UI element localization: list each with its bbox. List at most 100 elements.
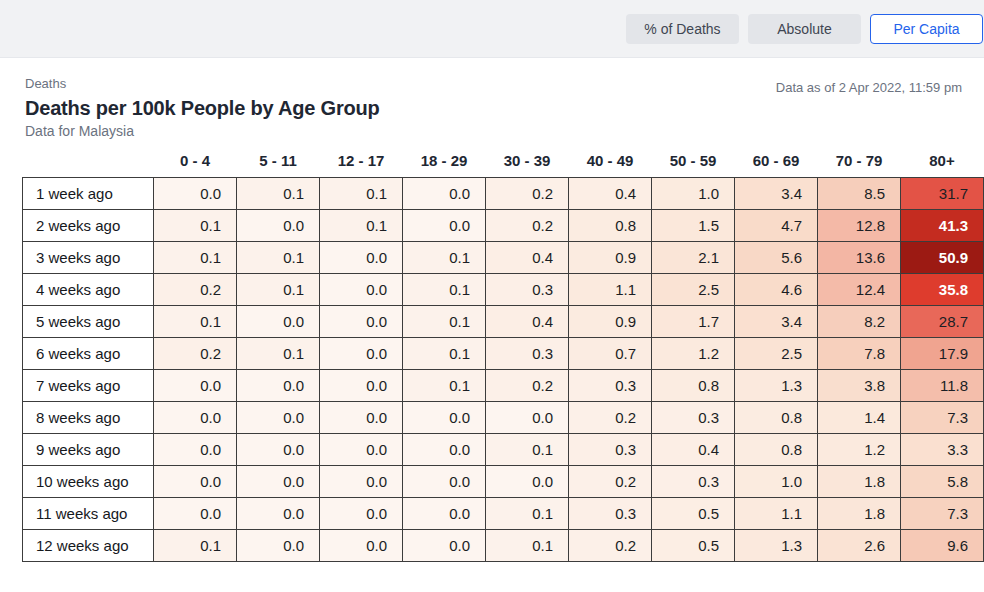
table-row: 3 weeks ago0.10.10.00.10.40.92.15.613.65…: [23, 241, 984, 273]
toggle-absolute[interactable]: Absolute: [748, 14, 861, 44]
heatmap-cell: 0.1: [237, 177, 320, 209]
heatmap-cell: 0.0: [403, 497, 486, 529]
heatmap-cell: 0.2: [569, 529, 652, 561]
heatmap-cell: 0.0: [237, 369, 320, 401]
heatmap-cell: 0.0: [320, 401, 403, 433]
heatmap-cell: 0.1: [486, 497, 569, 529]
heatmap-cell: 0.0: [403, 177, 486, 209]
age-group-column-header: 12 - 17: [320, 152, 403, 178]
age-group-column-header: 5 - 11: [237, 152, 320, 178]
heatmap-cell: 0.3: [569, 369, 652, 401]
heatmap-cell: 0.8: [652, 369, 735, 401]
age-group-column-header: 80+: [901, 152, 984, 178]
heatmap-cell: 0.1: [320, 209, 403, 241]
heatmap-cell: 1.8: [818, 465, 901, 497]
heatmap-cell: 1.2: [652, 337, 735, 369]
heatmap-cell: 0.2: [154, 273, 237, 305]
heatmap-cell: 0.7: [569, 337, 652, 369]
heatmap-cell: 0.1: [486, 433, 569, 465]
heatmap-cell: 0.0: [320, 369, 403, 401]
heatmap-cell: 0.9: [569, 241, 652, 273]
week-row-label: 1 week ago: [23, 177, 154, 209]
heatmap-cell: 35.8: [901, 273, 984, 305]
week-row-label: 12 weeks ago: [23, 529, 154, 561]
heatmap-cell: 0.3: [486, 337, 569, 369]
heatmap-cell: 8.2: [818, 305, 901, 337]
heatmap-cell: 0.0: [403, 433, 486, 465]
heatmap-cell: 0.1: [154, 241, 237, 273]
heatmap-cell: 1.0: [652, 177, 735, 209]
heatmap-cell: 0.8: [735, 401, 818, 433]
chart-subtitle: Data for Malaysia: [25, 123, 380, 139]
week-row-label: 7 weeks ago: [23, 369, 154, 401]
heatmap-cell: 31.7: [901, 177, 984, 209]
heatmap-cell: 0.1: [403, 337, 486, 369]
heatmap-cell: 0.1: [403, 369, 486, 401]
table-row: 11 weeks ago0.00.00.00.00.10.30.51.11.87…: [23, 497, 984, 529]
heatmap-cell: 0.2: [569, 465, 652, 497]
heatmap-cell: 0.5: [652, 529, 735, 561]
heatmap-cell: 41.3: [901, 209, 984, 241]
heatmap-cell: 1.1: [569, 273, 652, 305]
heatmap-cell: 0.4: [569, 177, 652, 209]
heatmap-cell: 0.1: [237, 241, 320, 273]
heatmap-cell: 0.0: [320, 273, 403, 305]
week-row-label: 6 weeks ago: [23, 337, 154, 369]
toggle-per-capita[interactable]: Per Capita: [870, 14, 983, 44]
heatmap-cell: 1.0: [735, 465, 818, 497]
table-row: 12 weeks ago0.10.00.00.00.10.20.51.32.69…: [23, 529, 984, 561]
week-row-label: 5 weeks ago: [23, 305, 154, 337]
heatmap-cell: 1.7: [652, 305, 735, 337]
heatmap-cell: 1.3: [735, 529, 818, 561]
heatmap-cell: 0.0: [237, 433, 320, 465]
heatmap-cell: 7.8: [818, 337, 901, 369]
week-row-label: 2 weeks ago: [23, 209, 154, 241]
heatmap-cell: 0.0: [320, 337, 403, 369]
heatmap-cell: 5.6: [735, 241, 818, 273]
heatmap-cell: 0.0: [237, 401, 320, 433]
heatmap-cell: 7.3: [901, 401, 984, 433]
heatmap-cell: 0.1: [154, 305, 237, 337]
corner-header: [23, 152, 154, 178]
chart-header-left: Deaths Deaths per 100k People by Age Gro…: [25, 77, 380, 139]
heatmap-table: 0 - 45 - 1112 - 1718 - 2930 - 3940 - 495…: [22, 152, 984, 562]
heatmap-cell: 1.1: [735, 497, 818, 529]
heatmap-cell: 0.0: [403, 209, 486, 241]
heatmap-cell: 12.4: [818, 273, 901, 305]
heatmap-cell: 1.8: [818, 497, 901, 529]
heatmap-cell: 0.1: [320, 177, 403, 209]
heatmap-cell: 4.6: [735, 273, 818, 305]
heatmap-cell: 0.3: [569, 433, 652, 465]
heatmap-cell: 0.4: [486, 241, 569, 273]
heatmap-cell: 0.0: [154, 177, 237, 209]
table-row: 7 weeks ago0.00.00.00.10.20.30.81.33.811…: [23, 369, 984, 401]
heatmap-cell: 0.0: [320, 305, 403, 337]
heatmap-cell: 0.3: [569, 497, 652, 529]
heatmap-cell: 0.0: [403, 529, 486, 561]
heatmap-cell: 8.5: [818, 177, 901, 209]
table-row: 9 weeks ago0.00.00.00.00.10.30.40.81.23.…: [23, 433, 984, 465]
heatmap-cell: 0.0: [320, 465, 403, 497]
heatmap-cell: 1.2: [818, 433, 901, 465]
heatmap-cell: 0.1: [237, 273, 320, 305]
heatmap-cell: 4.7: [735, 209, 818, 241]
heatmap-cell: 0.0: [237, 305, 320, 337]
page: % of Deaths Absolute Per Capita Deaths D…: [0, 0, 984, 562]
heatmap-cell: 28.7: [901, 305, 984, 337]
age-group-column-header: 50 - 59: [652, 152, 735, 178]
data-as-of-timestamp: Data as of 2 Apr 2022, 11:59 pm: [776, 80, 962, 95]
toggle-percent-of-deaths[interactable]: % of Deaths: [626, 14, 739, 44]
age-group-column-header: 70 - 79: [818, 152, 901, 178]
heatmap-cell: 0.0: [403, 465, 486, 497]
page-title: Deaths per 100k People by Age Group: [25, 97, 380, 119]
week-row-label: 8 weeks ago: [23, 401, 154, 433]
heatmap-cell: 1.3: [735, 369, 818, 401]
heatmap-cell: 0.0: [320, 433, 403, 465]
heatmap-cell: 0.0: [320, 529, 403, 561]
age-group-column-header: 0 - 4: [154, 152, 237, 178]
heatmap-cell: 1.5: [652, 209, 735, 241]
column-header-row: 0 - 45 - 1112 - 1718 - 2930 - 3940 - 495…: [23, 152, 984, 178]
heatmap-cell: 0.0: [486, 401, 569, 433]
view-toggle-bar: % of Deaths Absolute Per Capita: [0, 0, 984, 58]
heatmap-cell: 2.5: [735, 337, 818, 369]
